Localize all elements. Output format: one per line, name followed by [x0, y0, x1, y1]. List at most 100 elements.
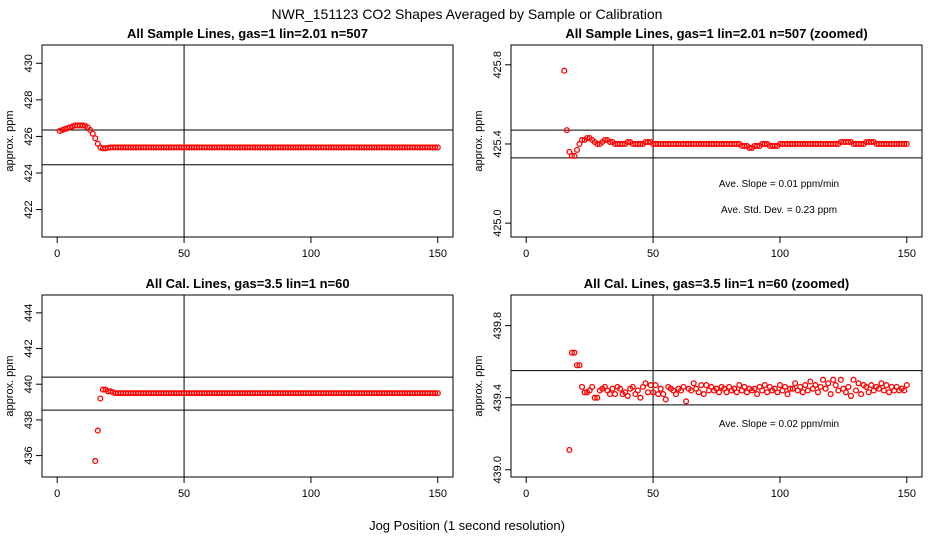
y-tick-label: 425.0: [492, 209, 504, 237]
data-point: [863, 383, 870, 390]
chart-panel: All Sample Lines, gas=1 lin=2.01 n=507 0 5…: [4, 26, 454, 260]
data-point: [830, 376, 837, 383]
data-point: [634, 387, 641, 394]
y-axis-label: approx. ppm: [4, 110, 16, 171]
data-point: [573, 362, 581, 369]
data-point: [845, 383, 852, 390]
data-point: [606, 138, 613, 146]
data-point: [571, 152, 578, 159]
data-point: [885, 389, 893, 396]
data-point: [825, 380, 832, 387]
data-point: [832, 382, 839, 389]
data-point: [637, 394, 644, 401]
data-point: [901, 140, 908, 148]
data-point: [733, 389, 740, 396]
figure-title: NWR_151123 CO2 Shapes Averaged by Sample…: [272, 6, 663, 22]
data-point: [797, 383, 804, 390]
y-tick-label: 439.0: [492, 456, 504, 484]
data-point: [723, 389, 730, 396]
annotation-text: Ave. Slope = 0.02 ppm/min: [719, 419, 839, 430]
data-point: [561, 67, 568, 74]
plot-frame: [510, 294, 923, 478]
data-point: [432, 144, 439, 151]
data-point: [820, 376, 827, 383]
data-point: [619, 140, 626, 148]
data-point: [781, 383, 789, 390]
data-point: [903, 382, 910, 389]
data-point: [609, 385, 616, 392]
data-point: [868, 138, 875, 146]
y-axis-label: approx. ppm: [473, 355, 485, 416]
y-tick-label: 436: [23, 446, 35, 464]
data-point: [611, 391, 619, 398]
data-point: [736, 382, 743, 389]
data-point: [903, 140, 910, 148]
data-point: [812, 382, 819, 389]
data-point: [79, 122, 86, 129]
y-tick-label: 425.8: [492, 51, 504, 79]
data-point: [695, 389, 702, 396]
data-point: [642, 380, 649, 387]
data-point: [434, 390, 441, 397]
data-point: [814, 389, 822, 396]
y-tick-label: 439.4: [492, 384, 504, 412]
data-point: [578, 136, 586, 144]
y-tick-label: 440: [23, 375, 35, 393]
chart-panel: All Sample Lines, gas=1 lin=2.01 n=507 (…: [473, 26, 923, 260]
y-tick-label: 424: [23, 164, 35, 182]
data-point: [688, 387, 695, 394]
data-point: [787, 385, 794, 392]
panel-title: All Sample Lines, gas=1 lin=2.01 n=507 (…: [565, 26, 867, 41]
data-point: [878, 380, 885, 387]
data-point: [703, 382, 710, 389]
data-point: [868, 382, 875, 389]
panel-title: All Sample Lines, gas=1 lin=2.01 n=507: [127, 26, 368, 41]
x-tick-label: 0: [523, 248, 529, 260]
data-point: [594, 394, 601, 401]
x-tick-label: 0: [54, 488, 60, 500]
data-point: [751, 385, 758, 392]
data-point: [733, 140, 740, 148]
data-point: [875, 385, 882, 392]
data-point: [652, 382, 659, 389]
data-point: [606, 391, 613, 398]
x-tick-label: 50: [178, 488, 190, 500]
data-point: [883, 382, 890, 389]
data-point: [601, 136, 608, 144]
panels-group: All Sample Lines, gas=1 lin=2.01 n=507 0 5…: [4, 26, 923, 500]
y-tick-label: 444: [23, 304, 35, 322]
data-point: [97, 395, 104, 402]
data-point: [827, 391, 834, 398]
plot-frame: [41, 294, 454, 478]
data-point: [845, 138, 852, 146]
data-point: [683, 398, 690, 405]
y-axis-label: approx. ppm: [4, 355, 16, 416]
data-point: [837, 376, 844, 383]
data-point: [880, 387, 887, 394]
x-tick-label: 100: [302, 488, 320, 500]
annotation-text: Ave. Slope = 0.01 ppm/min: [719, 179, 839, 190]
data-point: [784, 391, 791, 398]
data-point: [566, 446, 573, 454]
data-point: [850, 376, 857, 383]
x-tick-label: 100: [771, 248, 789, 260]
chart-panel: All Cal. Lines, gas=3.5 lin=1 n=60 (zoom…: [473, 276, 923, 500]
data-point: [680, 383, 687, 390]
data-point: [802, 382, 809, 389]
data-point: [662, 396, 669, 403]
data-point: [644, 389, 652, 396]
data-point: [576, 362, 583, 369]
x-tick-label: 0: [54, 248, 60, 260]
data-point: [817, 383, 824, 390]
data-point: [591, 394, 598, 401]
y-tick-label: 425.4: [492, 130, 504, 158]
data-point: [832, 140, 839, 148]
y-tick-label: 422: [23, 200, 35, 218]
data-point: [563, 127, 570, 134]
data-point: [644, 138, 652, 146]
plot-frame: [510, 44, 923, 238]
data-point: [761, 140, 768, 148]
data-point: [92, 457, 99, 464]
x-tick-label: 50: [647, 488, 659, 500]
plot-frame: [41, 44, 454, 238]
